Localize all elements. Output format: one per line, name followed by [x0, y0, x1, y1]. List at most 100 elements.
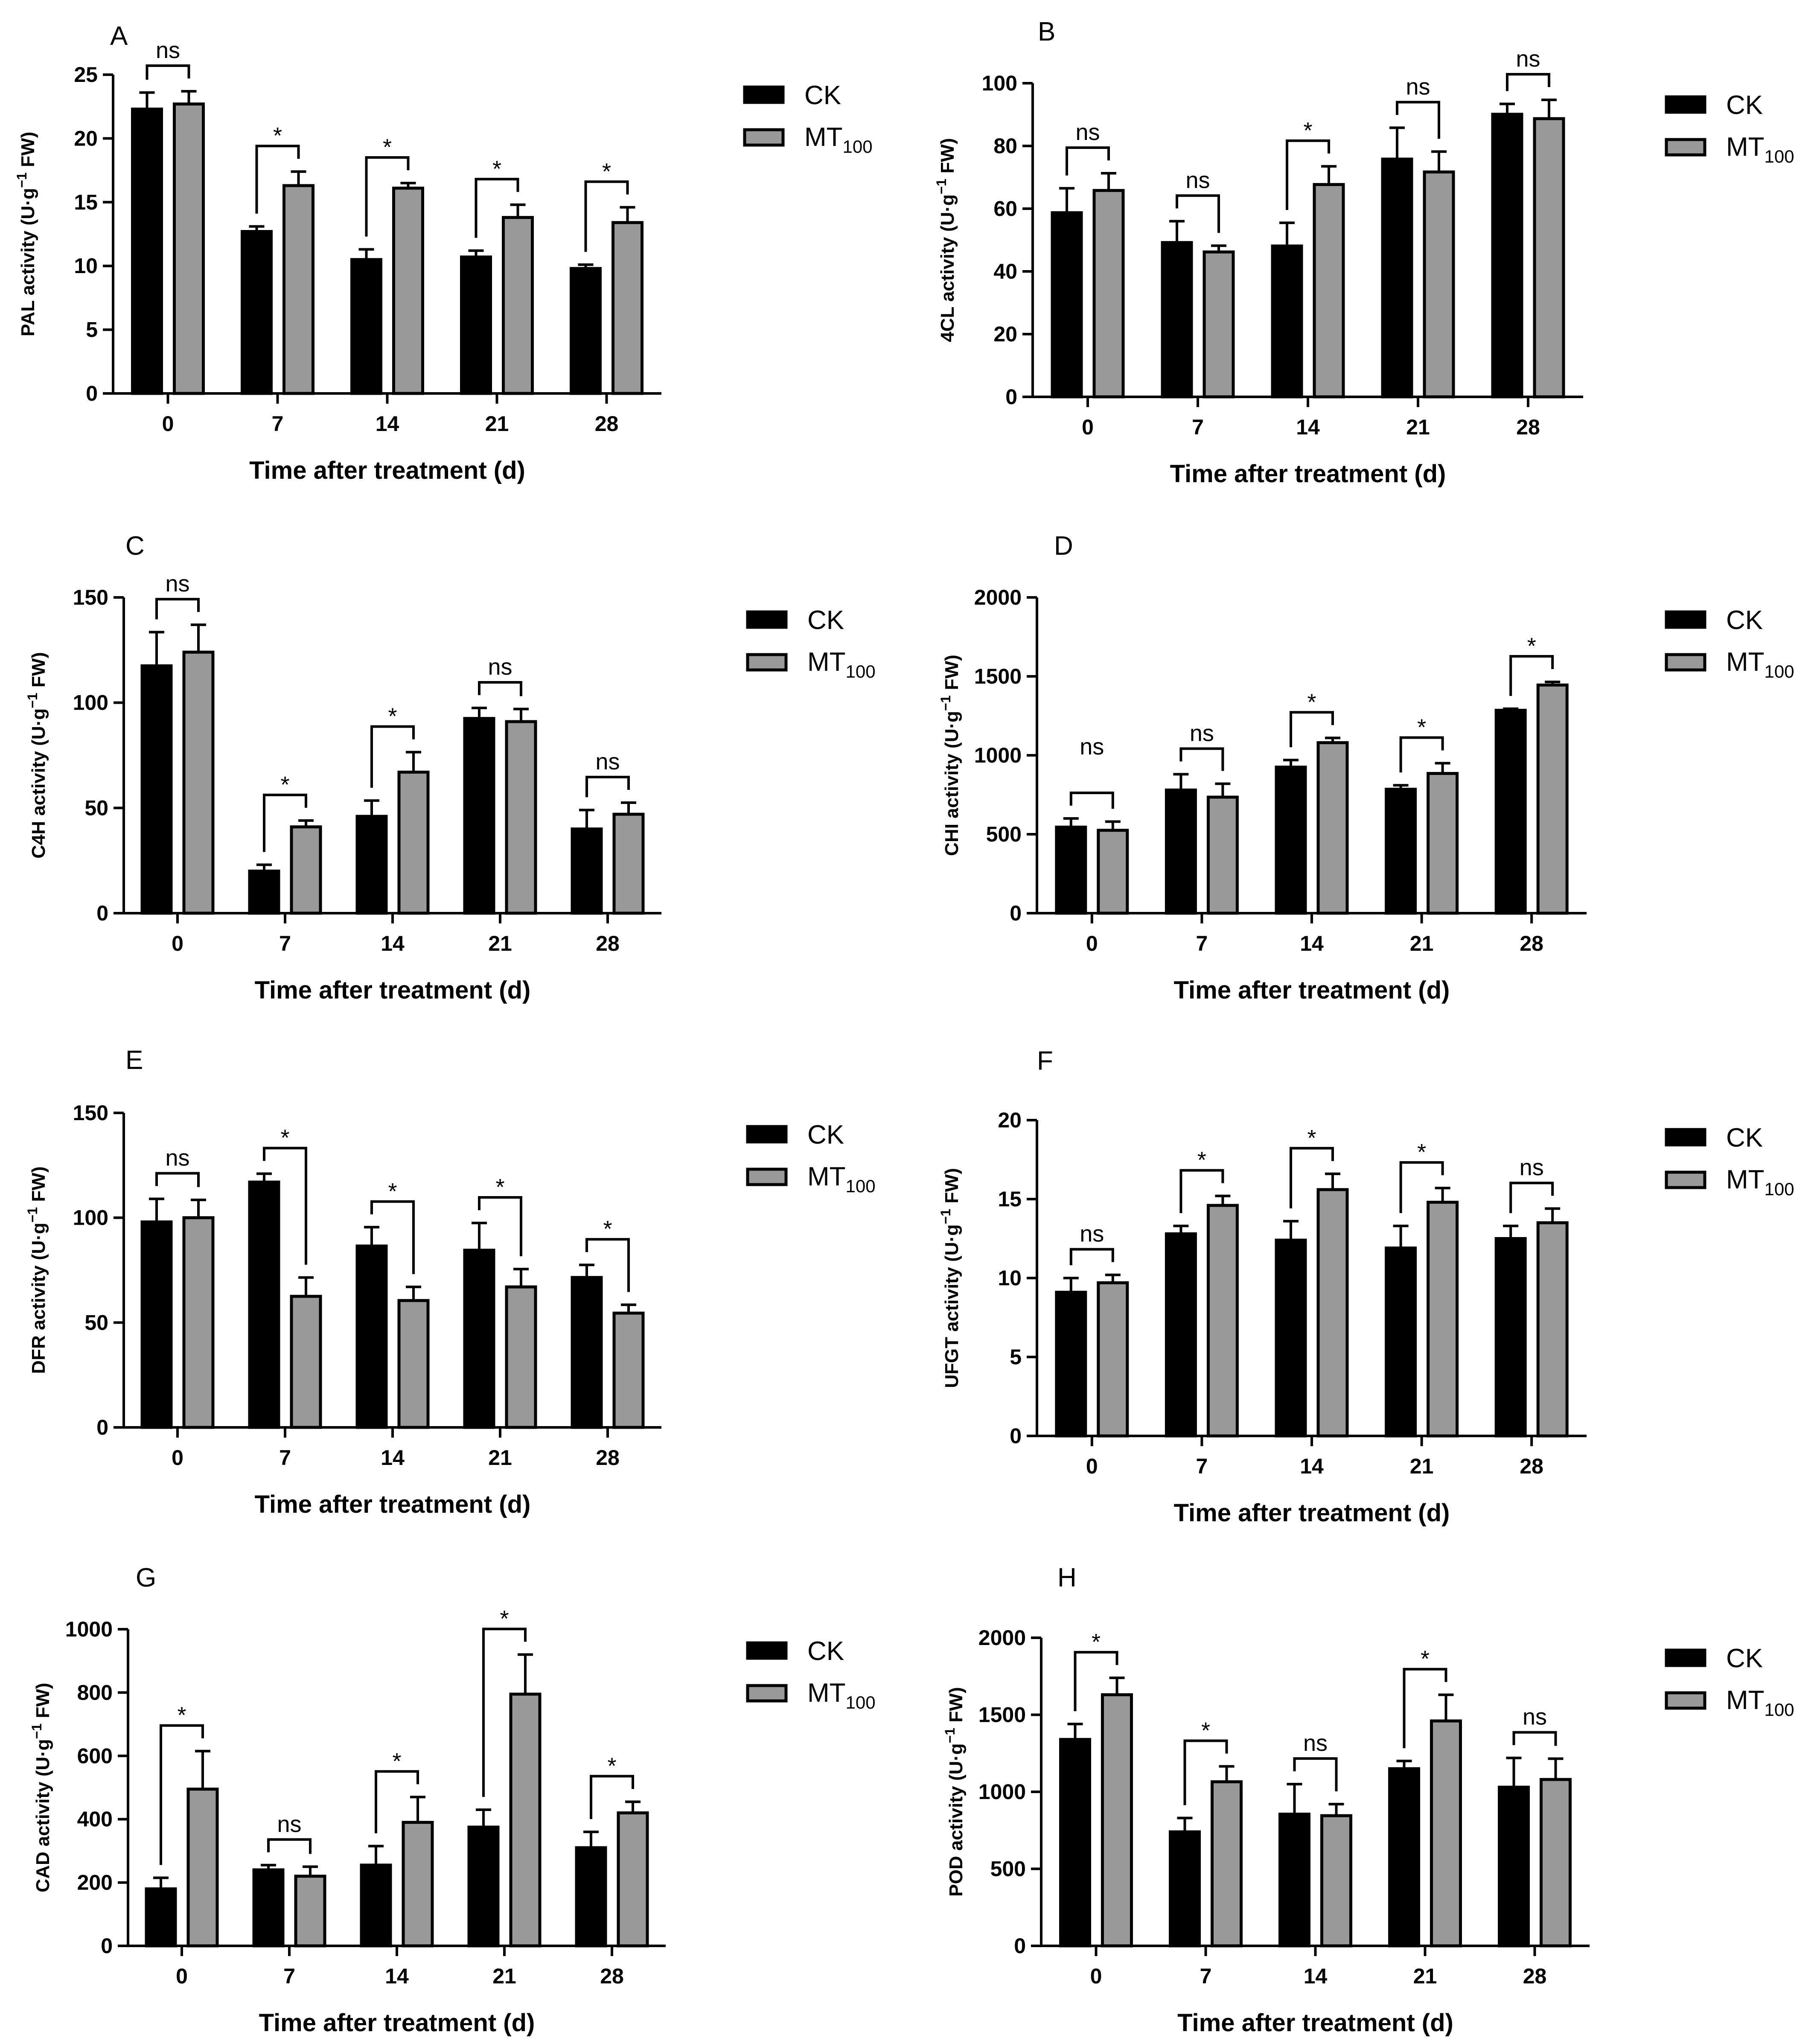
bar-ck	[252, 1868, 285, 1948]
significance-label: ns	[165, 1145, 189, 1170]
bar-mt100	[1423, 170, 1455, 399]
x-axis-title: Time after treatment (d)	[255, 1491, 531, 1518]
significance-label: *	[1303, 118, 1312, 143]
y-tick-label: 15	[998, 1187, 1022, 1211]
y-tick-label: 1000	[65, 1617, 113, 1641]
bar-mt100	[505, 720, 537, 915]
x-tick-label: 28	[596, 932, 620, 955]
bar-mt100	[290, 1295, 322, 1429]
bar-mt100	[397, 770, 430, 915]
y-tick-label: 500	[990, 1857, 1026, 1881]
legend: CK MT100	[746, 1120, 876, 1196]
legend-swatch-mt100	[1665, 138, 1706, 157]
significance-bracket	[155, 1172, 200, 1187]
x-tick-label: 28	[1523, 1964, 1547, 1988]
y-tick-label: 0	[96, 1415, 108, 1439]
bar-ck	[241, 230, 273, 395]
legend-label-mt100: MT100	[1726, 647, 1794, 681]
x-tick-label: 0	[172, 932, 183, 955]
significance-label: *	[1201, 1718, 1210, 1743]
x-tick-label: 7	[283, 1964, 295, 1988]
significance-bracket	[1179, 747, 1224, 771]
bar-ck	[1385, 1246, 1417, 1438]
y-tick-label: 0	[96, 901, 108, 925]
x-tick-label: 21	[492, 1964, 516, 1988]
significance-label: *	[492, 156, 501, 182]
x-tick-label: 21	[488, 1446, 512, 1470]
significance-bracket	[1286, 139, 1330, 210]
y-tick-label: 100	[73, 691, 108, 715]
significance-bracket	[1074, 1651, 1118, 1712]
y-axis-title: PAL activity (U·g−1 FW)	[14, 132, 38, 337]
bar-ck	[1051, 211, 1083, 399]
legend-swatch-mt100	[743, 128, 785, 147]
significance-bracket	[1512, 1731, 1557, 1746]
x-tick-label: 0	[172, 1446, 183, 1470]
legend-swatch-mt100	[746, 1684, 788, 1703]
bar-ck	[1161, 241, 1193, 399]
y-tick-label: 80	[993, 134, 1017, 158]
panel-letter: B	[1038, 17, 1055, 47]
legend-swatch-ck	[1665, 1128, 1706, 1147]
bar-mt100	[612, 812, 645, 915]
significance-label: ns	[1303, 1730, 1328, 1756]
y-tick-label: 0	[1005, 385, 1017, 409]
y-tick-label: 50	[84, 1310, 108, 1334]
bar-ck	[1278, 1812, 1310, 1948]
y-tick-label: 600	[77, 1744, 113, 1768]
significance-bracket	[584, 180, 629, 252]
bar-mt100	[1206, 795, 1239, 915]
bar-ck	[1165, 1232, 1197, 1438]
legend-swatch-mt100	[1665, 1691, 1706, 1710]
significance-bracket	[590, 1775, 634, 1819]
legend-label-mt100: MT100	[804, 122, 873, 157]
bar-ck	[355, 1244, 388, 1429]
x-axis-title: Time after treatment (d)	[1174, 1499, 1450, 1527]
bar-mt100	[1206, 1204, 1239, 1438]
bar-ck	[575, 1846, 607, 1948]
x-tick-label: 28	[600, 1964, 624, 1988]
y-tick-label: 2000	[974, 585, 1022, 609]
significance-label: ns	[1520, 1155, 1544, 1180]
bar-ck	[1491, 113, 1523, 399]
bar-mt100	[397, 1299, 430, 1429]
chart-panel-b: B 0 20 40 60 80 100 0 7 14 21 28 Time after treatmen…	[934, 17, 1794, 488]
bar-ck	[571, 827, 603, 915]
bar-mt100	[392, 186, 424, 395]
bar-mt100	[173, 102, 205, 395]
y-tick-label: 0	[86, 381, 98, 405]
x-tick-label: 0	[1082, 415, 1094, 439]
x-tick-label: 21	[1410, 932, 1434, 955]
bar-ck	[1385, 788, 1417, 915]
bar-ck	[1169, 1830, 1201, 1948]
significance-bracket	[1290, 1147, 1334, 1208]
x-tick-label: 14	[385, 1964, 409, 1988]
y-tick-label: 100	[982, 71, 1017, 95]
bar-mt100	[1427, 772, 1459, 915]
bar-mt100	[1536, 683, 1569, 915]
significance-label: *	[280, 1125, 289, 1150]
chart-panel-a: A 0 5 10 15 20 25 0 7 14 21 28 Time after treatment …	[14, 21, 873, 484]
legend-label-ck: CK	[1726, 1123, 1763, 1153]
significance-bracket	[585, 1238, 630, 1292]
bar-ck	[1494, 709, 1527, 915]
significance-bracket	[1399, 1161, 1444, 1213]
panel-letter: C	[125, 531, 145, 561]
x-tick-label: 14	[381, 932, 405, 955]
y-tick-label: 5	[1010, 1345, 1022, 1369]
bar-ck	[1275, 1238, 1307, 1438]
legend-swatch-ck	[1665, 610, 1706, 629]
bar-mt100	[1533, 117, 1565, 399]
significance-bracket	[1399, 736, 1444, 773]
legend-label-mt100: MT100	[807, 1162, 876, 1196]
significance-label: ns	[488, 654, 512, 680]
x-tick-label: 28	[596, 1446, 620, 1470]
bar-ck	[355, 815, 388, 915]
bar-ck	[1055, 1290, 1087, 1438]
bar-ck	[1055, 825, 1087, 915]
x-tick-label: 21	[1410, 1454, 1434, 1478]
y-tick-label: 20	[74, 126, 98, 150]
x-tick-label: 14	[1304, 1964, 1328, 1988]
significance-bracket	[146, 64, 190, 80]
significance-bracket	[160, 1724, 204, 1865]
